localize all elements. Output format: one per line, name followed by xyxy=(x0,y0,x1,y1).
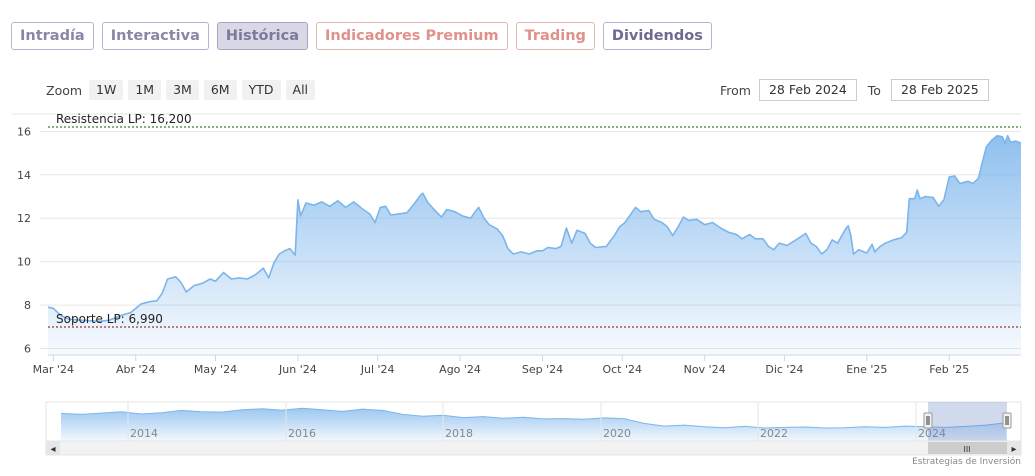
zoom-1w-button[interactable]: 1W xyxy=(89,80,124,100)
price-series xyxy=(47,134,1022,355)
navigator-right-handle[interactable] xyxy=(1002,412,1012,429)
navigator-line xyxy=(60,407,1007,429)
x-tick-label: May '24 xyxy=(194,363,237,376)
navigator[interactable]: 2014 2016 2018 2020 2022 2024 xyxy=(45,401,1022,442)
navigator-selection[interactable] xyxy=(928,402,1007,441)
navigator-area xyxy=(61,408,1006,441)
x-tick-label: Mar '24 xyxy=(33,363,74,376)
y-tick-label: 10 xyxy=(17,256,31,269)
tab-trading[interactable]: Trading xyxy=(515,22,595,50)
x-tick-label: Ene '25 xyxy=(846,363,887,376)
y-axis: 6 8 10 12 14 16 xyxy=(17,125,31,355)
reference-lines: Resistencia LP: 16,200 Soporte LP: 6,990 xyxy=(48,112,1021,328)
scrollbar-thumb[interactable] xyxy=(928,442,1007,454)
price-line xyxy=(47,134,1022,323)
resistance-label: Resistencia LP: 16,200 xyxy=(56,112,192,126)
support-label: Soporte LP: 6,990 xyxy=(56,312,163,326)
navigator-year-label: 2022 xyxy=(760,427,788,440)
y-tick-label: 16 xyxy=(17,125,31,138)
navigator-year-label: 2024 xyxy=(918,427,946,440)
chart-tabs: Intradía Interactiva Histórica Indicadores … xyxy=(11,22,712,50)
price-area-fill xyxy=(48,135,1021,355)
zoom-6m-button[interactable]: 6M xyxy=(203,80,237,100)
zoom-3m-button[interactable]: 3M xyxy=(166,80,199,100)
navigator-year-label: 2014 xyxy=(130,427,158,440)
zoom-label: Zoom xyxy=(46,82,83,98)
x-tick-label: Jul '24 xyxy=(360,363,395,376)
to-label: To xyxy=(867,82,881,98)
scrollbar-grip: III xyxy=(963,445,970,454)
x-tick-label: Jun '24 xyxy=(278,363,317,376)
tab-interactiva[interactable]: Interactiva xyxy=(101,22,209,50)
y-tick-label: 8 xyxy=(24,299,31,312)
zoom-ytd-button[interactable]: YTD xyxy=(241,80,281,100)
x-tick-label: Dic '24 xyxy=(765,363,803,376)
navigator-year-label: 2020 xyxy=(603,427,631,440)
x-tick-label: Oct '24 xyxy=(602,363,642,376)
x-tick-label: Nov '24 xyxy=(684,363,726,376)
tab-intradía[interactable]: Intradía xyxy=(11,22,94,50)
scrollbar[interactable]: III ◂ ▸ xyxy=(45,440,1022,456)
tab-dividendos[interactable]: Dividendos xyxy=(602,22,712,50)
y-tick-label: 12 xyxy=(17,212,31,225)
zoom-controls: Zoom 1W 1M 3M 6M YTD All xyxy=(46,80,316,100)
x-tick-label: Abr '24 xyxy=(116,363,156,376)
y-tick-label: 6 xyxy=(24,342,31,355)
scroll-right-button[interactable] xyxy=(1007,441,1021,455)
scroll-left-button[interactable] xyxy=(46,441,60,455)
zoom-1m-button[interactable]: 1M xyxy=(128,80,162,100)
to-date-input[interactable]: 28 Feb 2025 xyxy=(890,79,989,101)
scroll-left-arrow-icon: ◂ xyxy=(50,444,55,455)
navigator-year-label: 2016 xyxy=(288,427,316,440)
x-tick-label: Ago '24 xyxy=(439,363,481,376)
navigator-left-handle[interactable] xyxy=(923,412,933,429)
credit-text: Estrategias de Inversión xyxy=(912,457,1021,467)
from-date-input[interactable]: 28 Feb 2024 xyxy=(758,79,857,101)
x-axis: Mar '24 Abr '24 May '24 Jun '24 Jul '24 Ago '… xyxy=(33,354,1021,376)
x-tick-label: Sep '24 xyxy=(522,363,563,376)
zoom-all-button[interactable]: All xyxy=(285,80,316,100)
date-range: From 28 Feb 2024 To 28 Feb 2025 xyxy=(720,79,989,101)
tab-histórica[interactable]: Histórica xyxy=(216,22,309,50)
x-tick-label: Feb '25 xyxy=(929,363,969,376)
from-label: From xyxy=(720,82,751,98)
navigator-year-label: 2018 xyxy=(445,427,473,440)
scroll-right-arrow-icon: ▸ xyxy=(1011,444,1016,455)
scrollbar-track[interactable] xyxy=(45,440,1022,456)
y-tick-label: 14 xyxy=(17,169,31,182)
tab-indicadores-premium[interactable]: Indicadores Premium xyxy=(316,22,508,50)
